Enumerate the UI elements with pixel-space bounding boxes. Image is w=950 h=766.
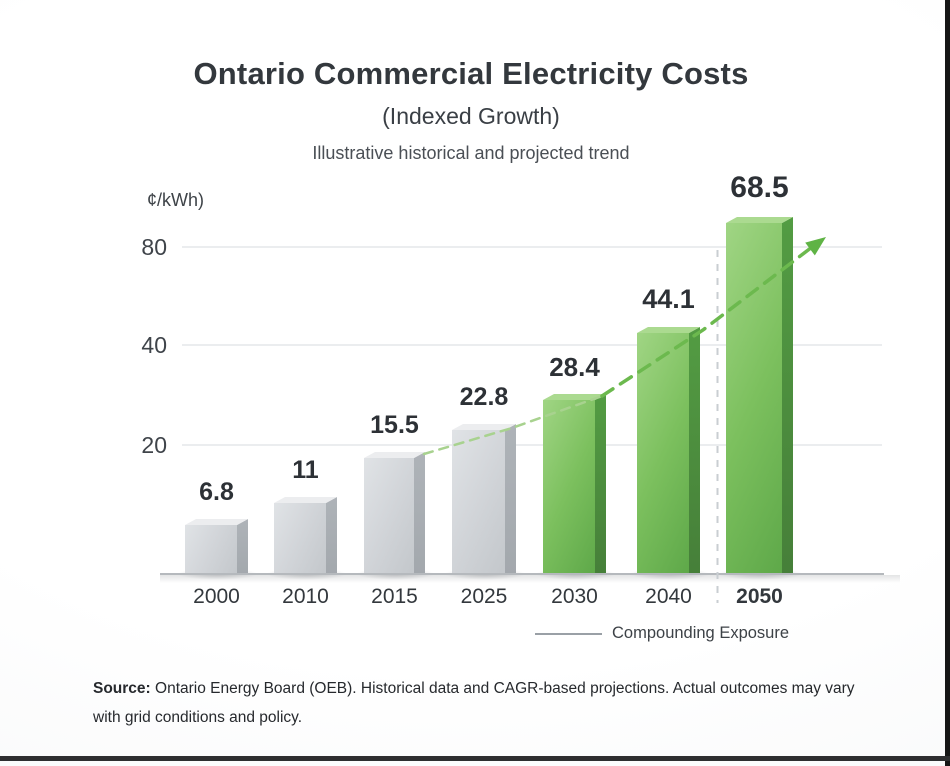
x-tick-label-2030: 2030 [551, 585, 598, 608]
bar-side-face [782, 217, 793, 575]
bar-top-face [185, 519, 248, 525]
page-subtitle: (Indexed Growth) [382, 103, 560, 129]
value-label-2010: 11 [292, 456, 319, 485]
x-tick-label-2000: 2000 [193, 585, 240, 608]
x-tick-label-2010: 2010 [282, 585, 329, 608]
bar-front-face [637, 333, 689, 575]
source-text: Ontario Energy Board (OEB). Historical d… [93, 680, 855, 726]
value-label-2015: 15.5 [370, 411, 419, 440]
bar-front-face [274, 503, 326, 575]
trend-arrowhead-icon [805, 237, 826, 256]
x-tick-label-2015: 2015 [371, 585, 418, 608]
bar-front-face [726, 223, 782, 575]
bar-side-face [414, 452, 425, 575]
page-title: Ontario Commercial Electricity Costs [193, 56, 749, 91]
bar-front-face [452, 430, 505, 575]
axis-shadow [160, 575, 900, 583]
gridline [182, 246, 882, 248]
x-tick-label-2025: 2025 [460, 585, 508, 608]
bar-front-face [185, 525, 237, 575]
bar-top-face [637, 327, 700, 333]
bar-side-face [326, 497, 337, 575]
bar-top-face [726, 217, 793, 223]
value-label-2030: 28.4 [549, 352, 600, 383]
chart-caption: Illustrative historical and projected tr… [312, 143, 630, 163]
value-label-2025: 22.8 [459, 383, 509, 412]
x-axis-line [160, 573, 884, 575]
bar-front-face [364, 458, 414, 575]
bar-top-face [364, 452, 425, 458]
x-tick-label-2050: 2050 [736, 585, 783, 608]
bar-side-face [689, 327, 700, 575]
bar-side-face [237, 519, 248, 575]
source-note: Source: Ontario Energy Board (OEB). Hist… [93, 674, 873, 732]
value-label-2040: 44.1 [642, 283, 695, 314]
bar-side-face [595, 394, 606, 575]
source-label: Source: [93, 680, 151, 697]
value-label-2000: 6.8 [199, 478, 234, 507]
legend-line-icon [535, 633, 602, 635]
screen-edge-right [945, 0, 950, 766]
gridline [182, 344, 882, 346]
y-tick-label: 20 [141, 432, 167, 458]
bar-side-face [505, 424, 516, 575]
y-axis-unit-label: ¢/kWh) [147, 190, 205, 210]
legend-label: Compounding Exposure [612, 624, 790, 642]
x-tick-label-2040: 2040 [645, 585, 692, 608]
bar-front-face [543, 400, 595, 575]
y-tick-label: 80 [141, 234, 167, 260]
value-label-2050: 68.5 [730, 170, 789, 204]
bar-top-face [274, 497, 337, 503]
y-tick-label: 40 [141, 332, 167, 358]
screen-edge-bottom [0, 756, 950, 761]
